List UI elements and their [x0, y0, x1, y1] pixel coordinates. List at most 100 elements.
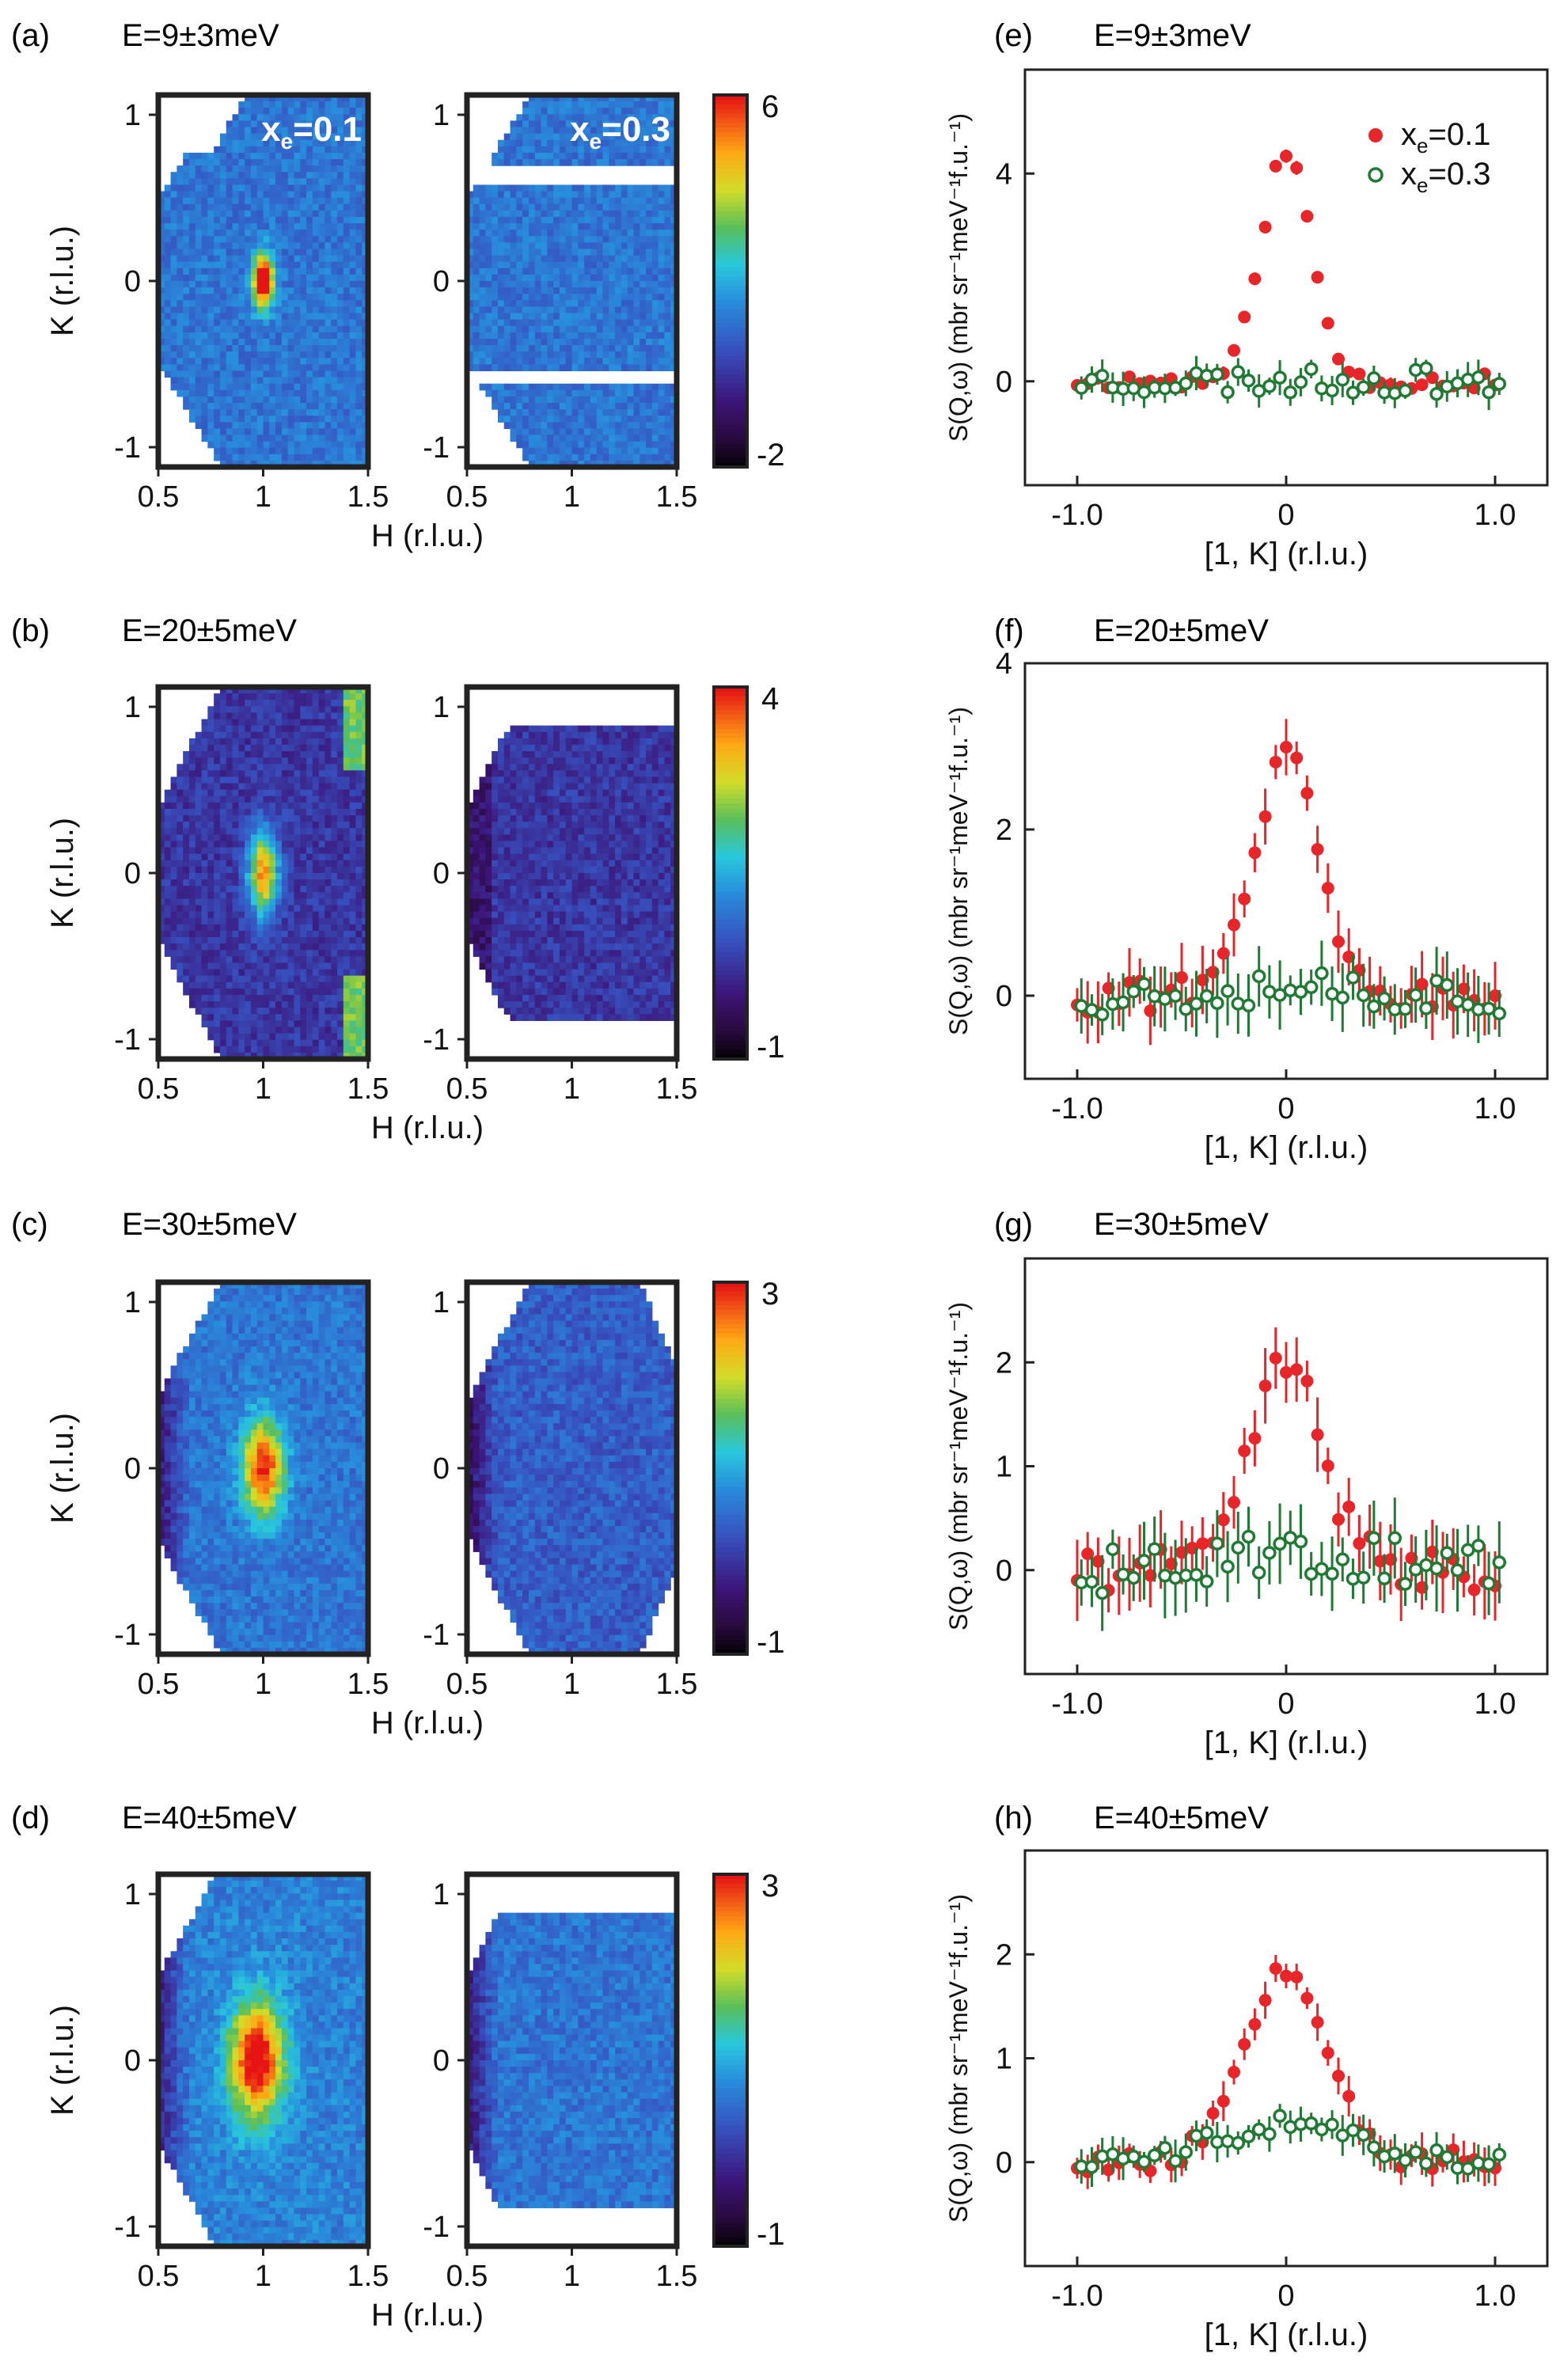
heatmap-cell [571, 364, 579, 372]
heatmap-cell [245, 287, 252, 294]
heatmap-cell [602, 101, 609, 108]
heatmap-cell [164, 230, 172, 237]
heatmap-cell [312, 898, 320, 906]
heatmap-cell [188, 268, 196, 275]
heatmap-cell [349, 841, 357, 848]
heatmap-cell [621, 332, 628, 340]
heatmap-cell [269, 178, 276, 186]
heatmap-cell [503, 184, 511, 192]
heatmap-cell [183, 249, 190, 256]
heatmap-cell [516, 133, 523, 141]
heatmap-cell [219, 834, 227, 842]
heatmap-cell [510, 313, 517, 321]
heatmap-cell [306, 751, 313, 758]
heatmap-cell [281, 242, 289, 250]
heatmap-cell [238, 184, 245, 192]
heatmap-cell [355, 930, 362, 938]
heatmap-cell [362, 428, 369, 436]
heatmap-cell [287, 853, 295, 861]
heatmap-cell [214, 203, 221, 211]
heatmap-cell [602, 447, 609, 455]
heatmap-cell [256, 795, 264, 803]
heatmap-cell [195, 757, 203, 765]
heatmap-cell [349, 216, 357, 224]
heatmap-cell [214, 841, 221, 848]
heatmap-cell [318, 139, 326, 147]
heatmap-cell [467, 319, 474, 327]
heatmap-cell [226, 428, 233, 436]
heatmap-cell [183, 892, 190, 900]
heatmap-cell [355, 943, 362, 951]
heatmap-cell [553, 338, 560, 346]
heatmap-cell [596, 325, 604, 333]
heatmap-cell [164, 210, 172, 218]
heatmap-cell [534, 409, 542, 416]
heatmap-cell [325, 345, 332, 352]
heatmap-cell [534, 133, 542, 141]
heatmap-cell [343, 184, 351, 192]
colorbar-step [714, 173, 747, 180]
heatmap-cell [343, 268, 351, 275]
heatmap-cell [325, 133, 332, 141]
heatmap-cell [627, 236, 635, 243]
heatmap-cell [226, 191, 233, 199]
heatmap-cell [646, 325, 653, 333]
heatmap-cell [170, 383, 177, 391]
heatmap-cell [214, 210, 221, 218]
heatmap-cell [201, 795, 208, 803]
heatmap-cell [337, 383, 344, 391]
colorbar-step [714, 146, 747, 152]
heatmap-cell [183, 950, 190, 957]
panel-h-letter: (h) [994, 1801, 1033, 1835]
heatmap-cell [300, 236, 307, 243]
colorbar-step [714, 430, 747, 435]
colorbar-step [714, 438, 747, 445]
heatmap-cell [287, 738, 295, 746]
heatmap-cell [158, 294, 165, 301]
heatmap-cell [281, 165, 289, 173]
heatmap-cell [578, 281, 585, 288]
heatmap-cell [337, 751, 344, 758]
heatmap-cell [528, 223, 536, 230]
heatmap-cell [559, 422, 567, 429]
heatmap-cell [183, 242, 190, 250]
heatmap-cell [226, 847, 233, 855]
heatmap-cell [503, 146, 511, 154]
heatmap-cell [331, 242, 338, 250]
heatmap-cell [331, 712, 338, 720]
heatmap-cell [214, 313, 221, 321]
heatmap-cell [275, 770, 283, 778]
heatmap-cell [325, 197, 332, 205]
heatmap-cell [621, 281, 628, 288]
heatmap-cell [331, 178, 338, 186]
heatmap-cell [294, 313, 301, 321]
heatmap-cell [176, 802, 184, 810]
heatmap-cell [312, 873, 320, 880]
heatmap-cell [627, 268, 635, 275]
heatmap-cell [269, 879, 276, 886]
heatmap-cell [318, 242, 326, 250]
heatmap-cell [294, 873, 301, 880]
heatmap-cell [362, 860, 369, 867]
heatmap-cell [207, 853, 214, 861]
heatmap-cell [170, 300, 177, 308]
heatmap-cell [214, 287, 221, 294]
heatmap-cell [325, 731, 332, 739]
heatmap-cell [300, 789, 307, 797]
heatmap-cell [170, 216, 177, 224]
heatmap-cell [362, 274, 369, 282]
heatmap-cell [547, 216, 554, 224]
heatmap-cell [263, 223, 270, 230]
heatmap-cell [362, 345, 369, 352]
heatmap-cell [306, 460, 313, 468]
heatmap-cell [337, 108, 344, 115]
heatmap-cell [306, 294, 313, 301]
heatmap-cell [318, 435, 326, 442]
heatmap-cell [325, 764, 332, 771]
heatmap-cell [214, 725, 221, 733]
heatmap-cell [195, 962, 203, 970]
heatmap-cell [294, 422, 301, 429]
heatmap-cell [646, 428, 653, 436]
heatmap-cell [238, 853, 245, 861]
heatmap-cell [214, 815, 221, 822]
